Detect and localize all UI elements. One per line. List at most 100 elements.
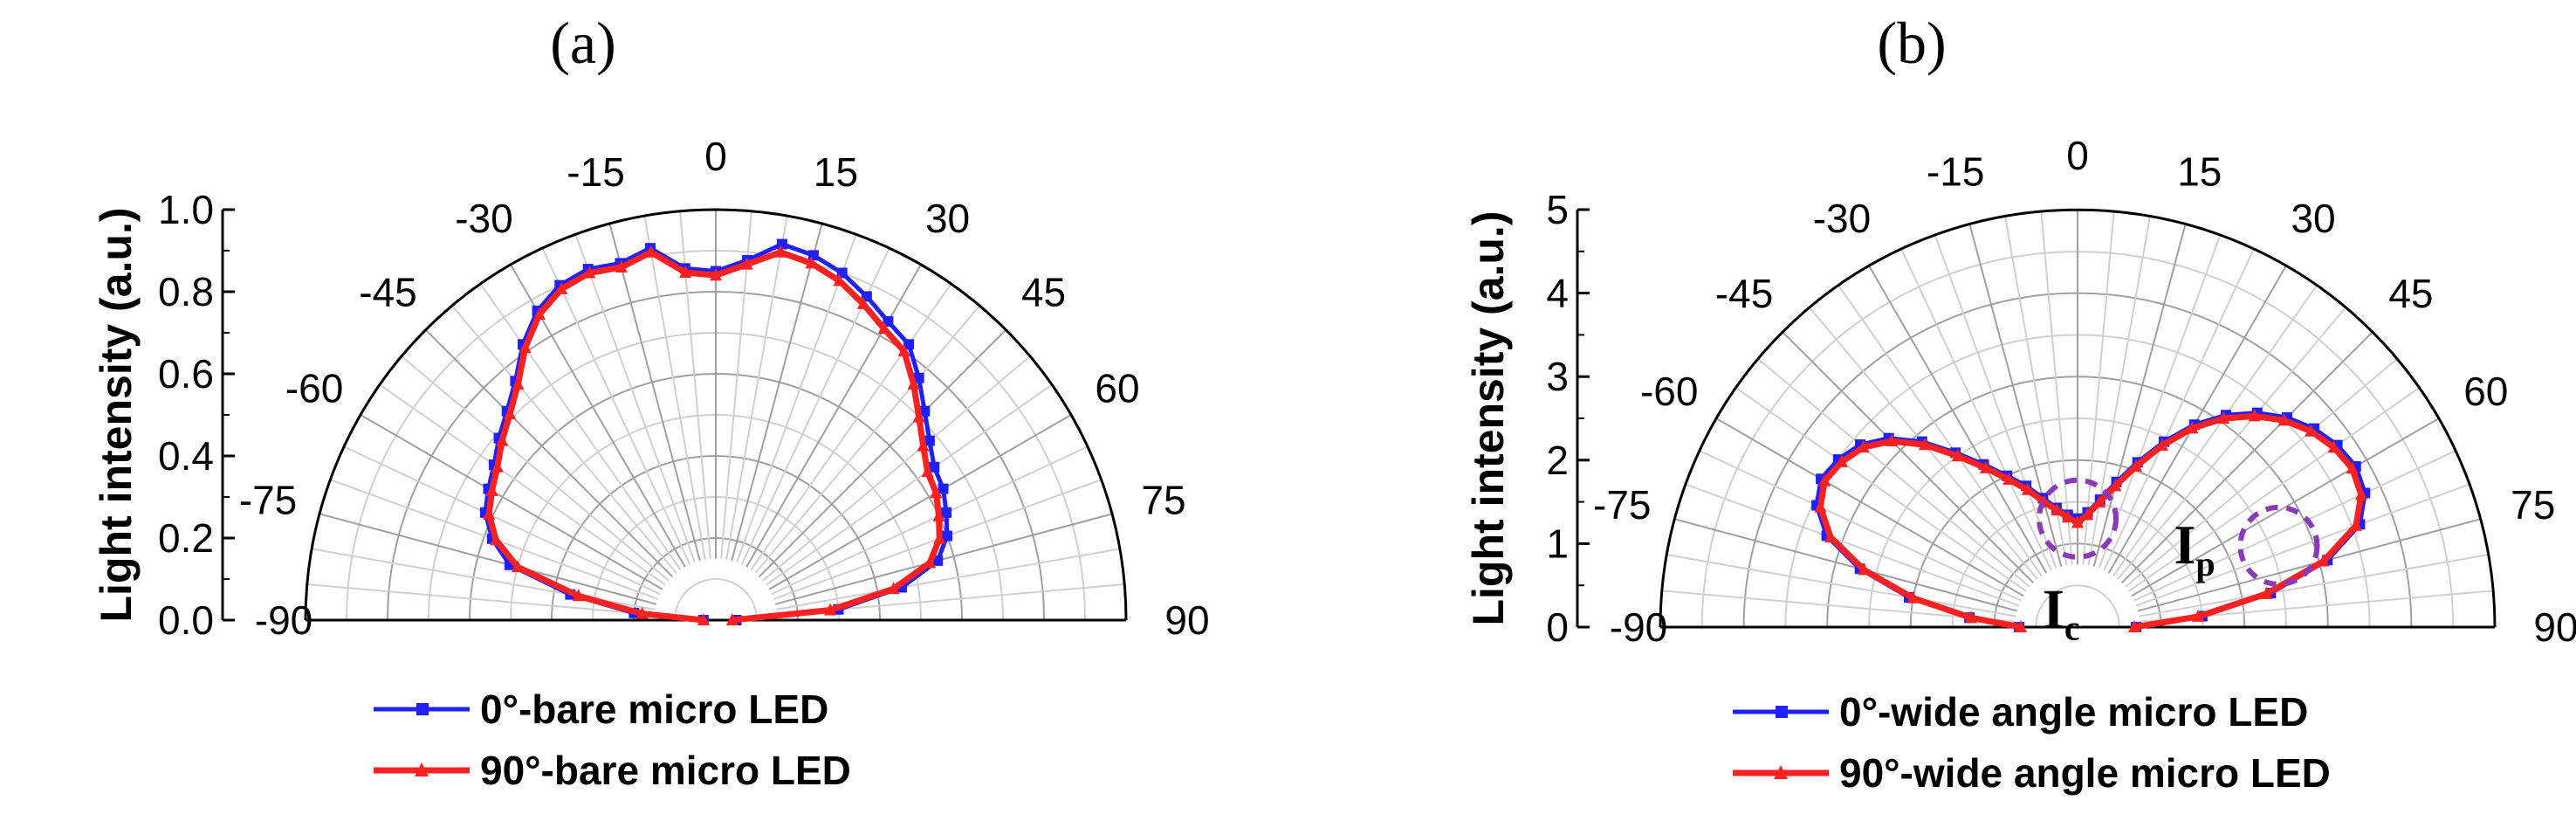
data-point [930, 486, 943, 499]
data-point [807, 250, 819, 261]
legend-entry-label: 0°-bare micro LED [480, 687, 828, 732]
radial-tick-label: 0.6 [158, 351, 214, 397]
data-point [907, 376, 920, 390]
grid-spoke [762, 355, 1031, 582]
data-point [941, 530, 952, 542]
data-point [635, 606, 649, 619]
data-point [490, 533, 503, 546]
data-point [833, 273, 846, 286]
grid-spoke [1674, 518, 2018, 612]
grid-spoke [401, 355, 670, 582]
data-point [897, 343, 910, 356]
grid-spoke [1715, 417, 2024, 597]
grid-spoke [1666, 554, 2016, 618]
grid-spoke [379, 383, 666, 586]
angular-tick-label: -45 [359, 269, 416, 314]
data-point [697, 613, 710, 625]
grid-spoke [2117, 307, 2347, 580]
data-point [1906, 590, 1920, 604]
data-point [512, 560, 525, 573]
data-point [776, 238, 787, 250]
grid-spoke [541, 247, 691, 565]
legend-swatch-marker [1774, 765, 1788, 779]
grid-spoke [2133, 450, 2456, 602]
grid-spoke [306, 583, 655, 616]
data-point [519, 341, 532, 354]
data-point [710, 268, 722, 281]
data-point [725, 613, 738, 625]
data-point [913, 372, 924, 383]
radial-tick-label: 0.4 [158, 433, 214, 479]
grid-spoke [766, 383, 1053, 586]
grid-spoke [1699, 450, 2022, 602]
grid-spoke [759, 328, 1007, 577]
data-point [679, 266, 692, 279]
angular-tick-label: 30 [925, 196, 970, 241]
grid-spoke [2120, 331, 2373, 584]
grid-spoke [2103, 248, 2255, 571]
data-point [912, 410, 925, 423]
data-point [877, 321, 890, 335]
grid-spoke [1757, 357, 2030, 588]
data-point [2021, 482, 2034, 495]
annotation-label: Ip [2174, 514, 2215, 583]
series-line [485, 249, 943, 624]
data-point [532, 307, 546, 320]
data-point [2354, 487, 2367, 500]
grid-spoke [1838, 284, 2043, 576]
legend-entry-label: 90°-wide angle micro LED [1839, 750, 2331, 796]
grid-spoke [451, 305, 677, 574]
angular-tick-label: 90 [1164, 597, 1209, 643]
grid-spoke [2125, 357, 2398, 588]
angular-tick-label: 45 [1021, 269, 1066, 314]
grid-spoke [1735, 387, 2027, 592]
angular-tick-label: -30 [1813, 196, 1871, 241]
data-point [1979, 460, 1992, 473]
data-point [2248, 409, 2261, 422]
angular-tick-label: -30 [455, 196, 512, 241]
grid-spoke [2107, 265, 2287, 574]
data-point [774, 245, 787, 258]
grid-spoke [2092, 224, 2187, 568]
data-point [2327, 440, 2340, 453]
grid-spoke [343, 445, 661, 596]
data-point [883, 316, 894, 328]
y-axis-label: Light intensity (a.u.) [92, 208, 141, 623]
grid-spoke [2136, 483, 2470, 607]
legend-swatch-marker [415, 762, 429, 776]
angular-tick-label: 90 [2533, 604, 2576, 650]
grid-spoke [1782, 331, 2035, 584]
angular-tick-label: -90 [255, 597, 313, 643]
outer-arc [304, 208, 1128, 621]
data-point [938, 483, 949, 494]
data-point [1814, 500, 1827, 513]
radial-tick-label: 2 [1546, 438, 1569, 483]
data-point [856, 296, 869, 309]
data-point [929, 461, 940, 473]
data-point [496, 433, 509, 446]
data-point [2260, 586, 2273, 599]
data-point [1857, 440, 1870, 453]
grid-spoke [754, 305, 980, 574]
data-point [2155, 438, 2168, 452]
data-point [644, 245, 657, 258]
data-point [555, 281, 568, 294]
y-axis-label: Light intensity (a.u.) [1464, 211, 1513, 626]
angular-tick-label: -90 [1610, 604, 1667, 650]
data-point [1835, 454, 1848, 467]
grid-ring [674, 578, 758, 621]
grid-spoke [424, 328, 673, 577]
data-point [1965, 611, 1978, 624]
data-point [1818, 473, 1831, 486]
series-red [483, 245, 946, 625]
angular-tick-label: 60 [1095, 365, 1139, 411]
series-red [1814, 409, 2367, 632]
data-point [887, 582, 900, 595]
angular-tick-label: 30 [2291, 196, 2335, 241]
data-point [941, 507, 952, 518]
data-point [2317, 554, 2330, 567]
angular-tick-label: -15 [567, 149, 624, 195]
data-point [2346, 461, 2359, 474]
data-point [504, 407, 517, 420]
angular-tick-label: 60 [2463, 369, 2508, 414]
